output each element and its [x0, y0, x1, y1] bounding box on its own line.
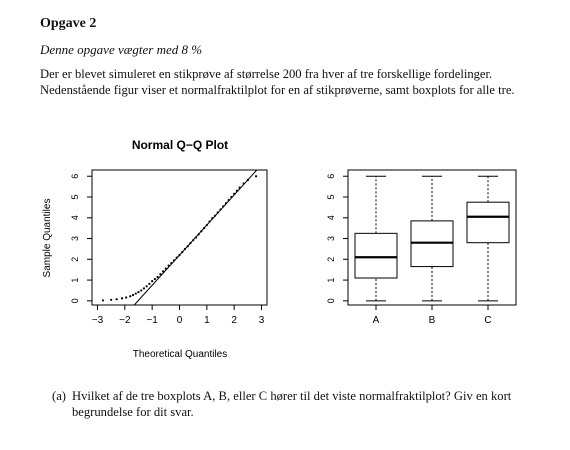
qq-points [101, 175, 258, 302]
weight-note: Denne opgave vægter med 8 % [40, 42, 203, 57]
qq-point [159, 273, 162, 276]
qq-point [151, 280, 154, 283]
qq-point [213, 214, 217, 217]
qq-point [186, 245, 189, 248]
qq-point [235, 189, 239, 192]
intro-paragraph: Der er blevet simuleret en stikprøve af … [40, 67, 515, 97]
boxplot-a: A [354, 175, 398, 326]
qq-point [115, 298, 118, 301]
qq-point [246, 178, 249, 182]
qq-point [167, 264, 170, 267]
qq-point [164, 267, 167, 270]
qq-point [192, 239, 195, 242]
qq-ytick-label: 5 [70, 194, 80, 199]
qq-point [131, 293, 135, 297]
question-a: (a) Hvilket af de tre boxplots A, B, ell… [52, 388, 558, 420]
figure: Normal Q−Q Plot −3 −2 −1 0 1 2 3 0 1 2 3 4 5 6 Theore… [42, 138, 517, 360]
qq-point [203, 227, 206, 230]
qq-point [233, 192, 236, 195]
question-label: (a) [52, 389, 66, 403]
iqr-box [466, 201, 510, 244]
qq-point [101, 299, 105, 302]
qq-point [175, 256, 178, 259]
qq-xtick-label: 0 [177, 315, 183, 326]
qq-point [125, 296, 128, 299]
qq-ytick-label: 2 [70, 257, 80, 262]
qq-point [194, 236, 198, 239]
qq-point [208, 220, 211, 223]
qq-point [219, 208, 222, 211]
exercise-heading: Opgave 2 [40, 16, 97, 31]
qq-point [172, 259, 176, 262]
qq-point [238, 186, 241, 189]
boxplot-axes: 0 1 2 3 4 5 6 [326, 174, 348, 303]
iqr-box [354, 232, 398, 279]
qq-title: Normal Q−Q Plot [132, 138, 228, 152]
qq-point [242, 182, 245, 185]
qq-point [178, 254, 181, 257]
box-category-label: B [429, 315, 436, 326]
qq-xtick-label: 2 [231, 315, 237, 326]
qq-ylabel: Sample Quantiles [42, 199, 53, 278]
qq-xtick-label: 1 [204, 315, 210, 326]
qq-point [227, 199, 230, 202]
qq-axes: −3 −2 −1 0 1 2 3 0 1 2 3 4 5 6 [70, 174, 265, 326]
qq-point [110, 298, 113, 301]
qq-point [120, 297, 124, 300]
box-ytick-label: 4 [326, 215, 336, 220]
qq-xtick-label: −3 [92, 315, 104, 326]
qq-ytick-label: 3 [70, 236, 80, 241]
qq-point [254, 175, 258, 178]
box-ytick-label: 2 [326, 257, 336, 262]
box-ytick-label: 1 [326, 278, 336, 283]
box-category-label: A [373, 315, 380, 326]
qq-ytick-label: 6 [70, 174, 80, 179]
qq-xtick-label: −2 [119, 315, 131, 326]
qq-point [200, 230, 203, 233]
qq-point [222, 205, 225, 208]
qq-point [189, 242, 192, 245]
box-ytick-label: 3 [326, 236, 336, 241]
qq-point [216, 211, 219, 214]
qq-xtick-label: −1 [146, 315, 158, 326]
box-ytick-label: 5 [326, 194, 336, 199]
boxplot-c: C [466, 175, 510, 326]
qq-point [230, 195, 233, 199]
qq-ytick-label: 4 [70, 215, 80, 220]
qq-point [183, 247, 187, 251]
qq-point [161, 270, 165, 273]
qq-point [156, 275, 159, 279]
qq-point [153, 277, 156, 281]
qq-point [197, 233, 200, 236]
qq-point [205, 223, 208, 227]
box-ytick-label: 6 [326, 174, 336, 179]
qq-point [142, 287, 146, 290]
qq-point [134, 292, 137, 295]
boxplot-b: B [410, 175, 454, 326]
qq-point [170, 261, 173, 265]
qq-point [145, 285, 148, 288]
boxplots: A B C [354, 175, 510, 326]
qq-xlabel: Theoretical Quantiles [133, 349, 228, 360]
box-category-label: C [484, 315, 491, 326]
box-ytick-label: 0 [326, 298, 336, 303]
qq-point [211, 217, 214, 220]
qq-ytick-label: 0 [70, 298, 80, 303]
qq-point [137, 291, 140, 294]
qq-ytick-label: 1 [70, 278, 80, 283]
qq-xtick-label: 3 [259, 315, 265, 326]
qq-point [224, 202, 228, 205]
qq-point [129, 295, 132, 298]
qq-point [181, 250, 184, 254]
qq-point [148, 282, 151, 285]
question-text: Hvilket af de tre boxplots A, B, eller C… [72, 389, 512, 419]
qq-point [140, 289, 143, 292]
qq-plot-frame [91, 169, 268, 306]
